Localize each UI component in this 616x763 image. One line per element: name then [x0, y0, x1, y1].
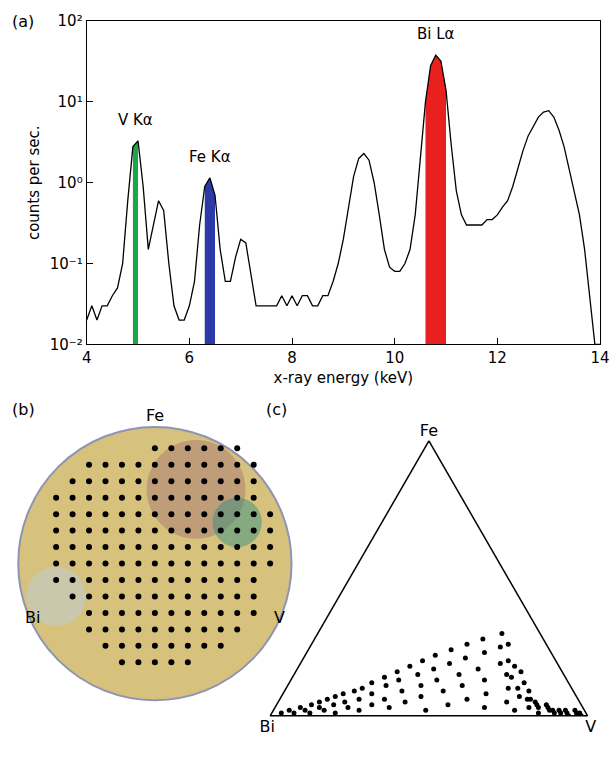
- svg-text:Bi: Bi: [25, 608, 40, 627]
- svg-text:10²: 10²: [58, 12, 83, 30]
- svg-text:(b): (b): [12, 400, 35, 419]
- svg-text:8: 8: [287, 349, 297, 367]
- svg-text:Bi: Bi: [259, 717, 274, 736]
- svg-text:V: V: [585, 717, 596, 736]
- svg-text:(c): (c): [266, 400, 287, 419]
- svg-text:14: 14: [590, 349, 609, 367]
- svg-text:12: 12: [488, 349, 507, 367]
- svg-text:4: 4: [82, 349, 92, 367]
- svg-text:10¹: 10¹: [58, 93, 83, 111]
- svg-text:counts per sec.: counts per sec.: [25, 125, 43, 240]
- svg-text:Fe Kα: Fe Kα: [189, 148, 231, 166]
- svg-text:Bi Lα: Bi Lα: [417, 25, 455, 43]
- svg-text:Fe: Fe: [146, 406, 164, 425]
- svg-text:Fe: Fe: [420, 421, 438, 440]
- svg-text:10⁻¹: 10⁻¹: [50, 255, 83, 273]
- svg-text:(a): (a): [12, 12, 34, 31]
- svg-text:x-ray energy (keV): x-ray energy (keV): [274, 369, 414, 387]
- svg-text:10⁰: 10⁰: [58, 174, 83, 192]
- svg-text:10: 10: [385, 349, 404, 367]
- svg-text:10⁻²: 10⁻²: [50, 336, 83, 354]
- svg-text:V: V: [274, 608, 285, 627]
- svg-text:6: 6: [185, 349, 195, 367]
- svg-text:V Kα: V Kα: [118, 111, 153, 129]
